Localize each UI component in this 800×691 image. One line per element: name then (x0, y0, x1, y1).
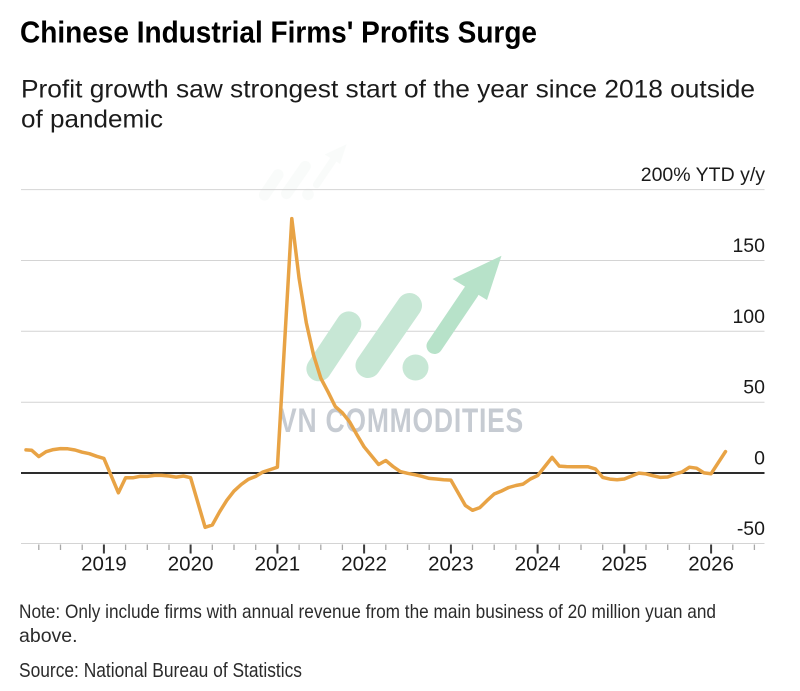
svg-text:Note: Only include firms with: Note: Only include firms with annual rev… (19, 601, 716, 623)
svg-text:50: 50 (743, 377, 765, 399)
svg-text:2026: 2026 (688, 553, 734, 576)
svg-text:100: 100 (732, 306, 765, 328)
svg-text:VN COMMODITIES: VN COMMODITIES (279, 402, 524, 440)
svg-text:-50: -50 (737, 518, 765, 540)
svg-text:2021: 2021 (255, 553, 301, 576)
svg-text:Source: National Bureau of Sta: Source: National Bureau of Statistics (19, 660, 302, 682)
svg-text:above.: above. (19, 625, 78, 647)
svg-text:Chinese Industrial Firms' Prof: Chinese Industrial Firms' Profits Surge (20, 16, 537, 50)
svg-text:Profit growth saw strongest st: Profit growth saw strongest start of the… (21, 76, 755, 104)
svg-text:200% YTD y/y: 200% YTD y/y (641, 164, 766, 186)
svg-text:2019: 2019 (81, 553, 127, 576)
svg-text:2024: 2024 (515, 553, 561, 576)
svg-text:2020: 2020 (168, 553, 214, 576)
svg-text:2025: 2025 (601, 553, 647, 576)
svg-text:of pandemic: of pandemic (21, 106, 163, 134)
svg-text:0: 0 (754, 448, 765, 470)
svg-text:150: 150 (732, 235, 765, 257)
svg-text:2023: 2023 (428, 553, 474, 576)
svg-text:2022: 2022 (341, 553, 387, 576)
